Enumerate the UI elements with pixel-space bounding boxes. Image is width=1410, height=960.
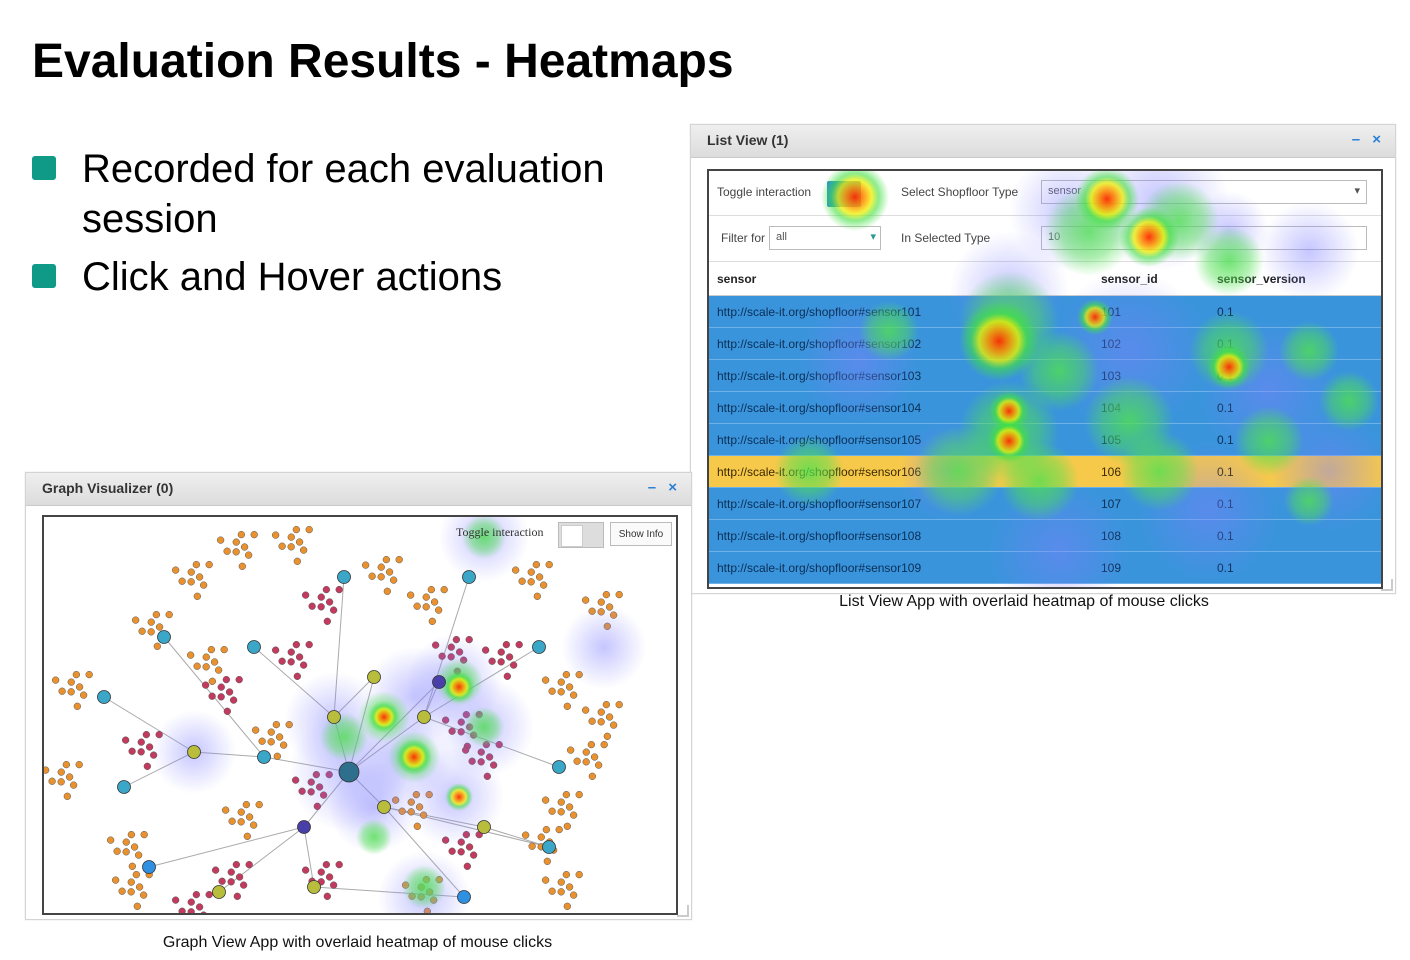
square-bullet-icon bbox=[32, 156, 56, 180]
graph-network[interactable] bbox=[44, 517, 676, 913]
table-cell: http://scale-it.org/shopfloor#sensor108 bbox=[717, 529, 922, 543]
toggle-interaction-switch[interactable] bbox=[558, 522, 604, 548]
bullet-item: Recorded for each evaluation session bbox=[32, 144, 672, 244]
table-cell: http://scale-it.org/shopfloor#sensor109 bbox=[717, 561, 922, 575]
graph-visualizer-header: Graph Visualizer (0) – × bbox=[26, 473, 691, 506]
bullet-text: Click and Hover actions bbox=[82, 255, 503, 299]
table-cell: 106 bbox=[1101, 465, 1122, 479]
list-view-header: List View (1) – × bbox=[691, 125, 1395, 158]
bullet-text: Recorded for each evaluation session bbox=[82, 147, 605, 241]
slide-title: Evaluation Results - Heatmaps bbox=[32, 35, 734, 88]
square-bullet-icon bbox=[32, 264, 56, 288]
graph-visualizer-title: Graph Visualizer (0) bbox=[42, 480, 174, 496]
shopfloor-type-label: Select Shopfloor Type bbox=[901, 185, 1019, 199]
chevron-down-icon: ▾ bbox=[1354, 185, 1360, 197]
window-controls[interactable]: – × bbox=[647, 479, 681, 496]
column-header[interactable]: sensor bbox=[717, 272, 757, 286]
bullet-item: Click and Hover actions bbox=[32, 252, 672, 302]
toggle-interaction-label: Toggle interaction bbox=[717, 185, 812, 199]
selected-type-label: In Selected Type bbox=[901, 231, 991, 245]
chevron-down-icon: ▾ bbox=[870, 231, 876, 243]
graph-canvas[interactable]: Toggle interaction Show Info bbox=[42, 515, 678, 915]
show-info-button[interactable]: Show Info bbox=[610, 522, 672, 546]
list-view-title: List View (1) bbox=[707, 132, 789, 148]
filter-value: all bbox=[776, 231, 788, 243]
window-controls[interactable]: – × bbox=[1351, 131, 1385, 148]
list-view-content: Toggle interaction Select Shopfloor Type… bbox=[707, 169, 1383, 589]
list-view-caption: List View App with overlaid heatmap of m… bbox=[839, 593, 1209, 610]
resize-handle-icon[interactable] bbox=[677, 905, 689, 917]
filter-label: Filter for bbox=[721, 231, 766, 245]
graph-visualizer-widget: Graph Visualizer (0) – × Toggle interact… bbox=[25, 472, 692, 920]
toggle-interaction-label: Toggle interaction bbox=[456, 525, 544, 539]
graph-view-caption: Graph View App with overlaid heatmap of … bbox=[162, 934, 553, 951]
list-view-widget: List View (1) – × Toggle interaction Sel… bbox=[690, 124, 1396, 594]
list-heatmap-overlay bbox=[774, 171, 1381, 587]
filter-select[interactable]: all ▾ bbox=[769, 226, 881, 250]
toggle-knob bbox=[561, 525, 583, 547]
bullet-list: Recorded for each evaluation session Cli… bbox=[32, 144, 672, 310]
resize-handle-icon[interactable] bbox=[1381, 579, 1393, 591]
